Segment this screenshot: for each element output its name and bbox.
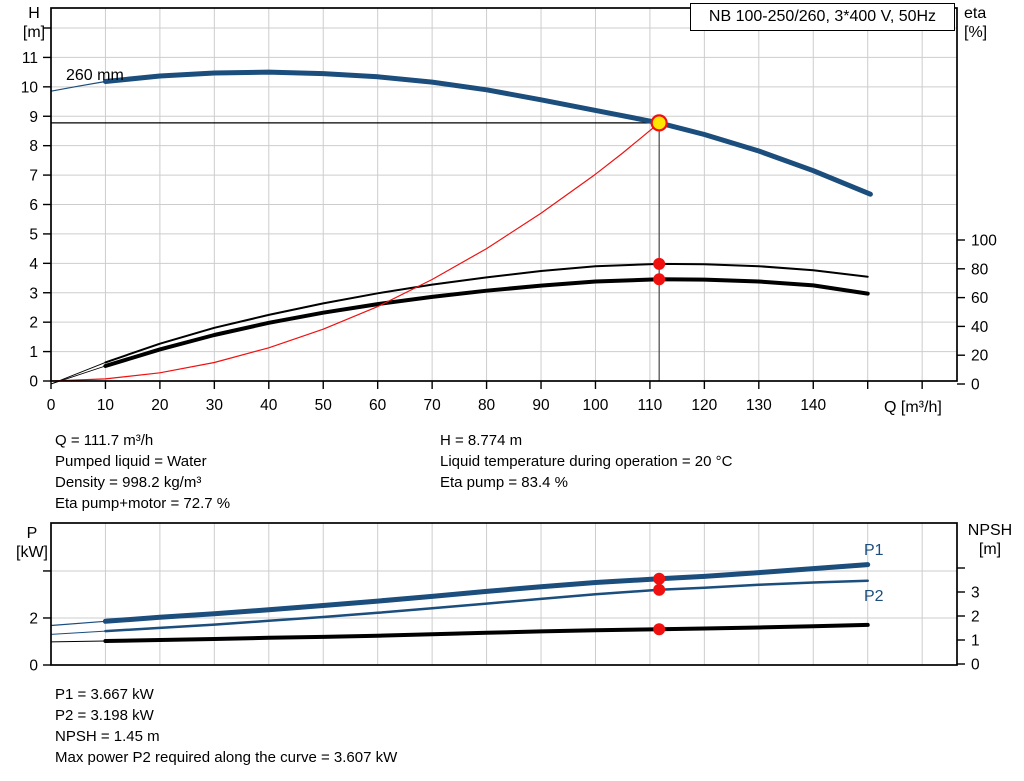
y-right-tick-label: 0 (971, 657, 980, 674)
series-p2 (104, 579, 869, 633)
annotation-line: H = 8.774 m (440, 432, 523, 449)
y-left-tick-label: 1 (29, 344, 38, 361)
y-right-tick-label: 1 (971, 633, 980, 650)
x-tick-label: 100 (583, 397, 609, 414)
annotation-line: P1 = 3.667 kW (55, 686, 154, 703)
x-tick-label: 130 (746, 397, 772, 414)
series-p2 (50, 630, 106, 635)
p2-duty-point (653, 583, 666, 596)
power-annotations: P1 = 3.667 kW P2 = 3.198 kW NPSH = 1.45 … (55, 684, 397, 768)
x-tick-label: 10 (97, 397, 115, 414)
pump-title-box: NB 100-250/260, 3*400 V, 50Hz (690, 3, 955, 31)
eta-pump-motor-point (653, 273, 666, 286)
y-left-tick-label: 2 (29, 610, 38, 627)
series-qh-curve-260-mm (102, 69, 873, 197)
duty-point (650, 114, 668, 132)
series-npsh (50, 640, 106, 643)
annotation-line: Eta pump = 83.4 % (440, 474, 568, 491)
x-tick-label: 80 (478, 397, 496, 414)
annotation-line: Eta pump+motor = 72.7 % (55, 495, 231, 512)
qh-chart: 0 10 20 30 40 50 60 70 80 90 100 110 120 130 140012345… (21, 7, 997, 414)
power-chart: 0 2 0 1 2 3 P1 P2 (29, 522, 980, 675)
gridlines (51, 523, 957, 665)
npsh-duty-point (653, 623, 666, 636)
x-tick-label: 0 (47, 397, 56, 414)
annotation-line: P2 = 3.198 kW (55, 707, 154, 724)
plot-border (50, 522, 958, 666)
pump-title: NB 100-250/260, 3*400 V, 50Hz (708, 8, 937, 25)
x-tick-label: 40 (260, 397, 278, 414)
x-tick-label: 30 (206, 397, 224, 414)
y-left-tick-label: 10 (21, 79, 39, 96)
y-left-tick-label: 9 (29, 109, 38, 126)
y-right-tick-label: 20 (971, 348, 989, 365)
series-qh-curve-260-mm (50, 80, 107, 92)
npsh-axis-label: NPSH [m] (967, 522, 1013, 558)
plot-border (50, 7, 958, 382)
y-left-tick-label: 0 (29, 658, 38, 675)
series-system-curve (50, 122, 660, 382)
y-right-tick-label: 100 (971, 233, 997, 250)
y-left-tick-label: 5 (29, 226, 38, 243)
y-right-tick-label: 2 (971, 609, 980, 626)
p1-duty-point (653, 572, 666, 585)
series-eta-pump (104, 262, 869, 364)
y-right-tick-label: 60 (971, 290, 989, 307)
annotation-line: Max power P2 required along the curve = … (55, 749, 398, 766)
y-left-tick-label: 0 (29, 374, 38, 391)
impeller-size-label: 260 mm (66, 67, 124, 84)
y-right-tick-label: 3 (971, 585, 980, 602)
series-eta-pump-motor (103, 277, 870, 368)
duty-annotations-right: H = 8.774 m Liquid temperature during op… (440, 430, 732, 493)
annotation-line: Q = 111.7 m³/h (55, 432, 154, 449)
x-tick-label: 60 (369, 397, 387, 414)
y-right-tick-label: 80 (971, 261, 989, 278)
x-tick-label: 20 (151, 397, 169, 414)
annotation-line: Liquid temperature during operation = 20… (440, 453, 733, 470)
q-axis-label: Q [m³/h] (884, 399, 942, 416)
x-tick-label: 140 (800, 397, 826, 414)
tick-labels: 0 10 20 30 40 50 60 70 80 90 100 110 120 130 140012345… (21, 27, 997, 414)
series-npsh (103, 622, 870, 643)
y-left-tick-label: 11 (22, 50, 38, 67)
y-left-tick-label: 3 (29, 285, 38, 302)
annotation-line: Pumped liquid = Water (55, 453, 207, 470)
p1-curve-label: P1 (864, 542, 884, 559)
eta-pump-point (653, 257, 666, 270)
x-tick-label: 90 (532, 397, 550, 414)
x-tick-label: 110 (638, 397, 663, 414)
p2-curve-label: P2 (864, 588, 884, 605)
annotation-line: Density = 998.2 kg/m³ (55, 474, 202, 491)
x-tick-label: 50 (315, 397, 333, 414)
p-axis-label: P [kW] (16, 525, 48, 561)
duty-annotations-left: Q = 111.7 m³/h Pumped liquid = Water Den… (55, 430, 230, 514)
y-right-tick-label: 40 (971, 319, 989, 336)
series-p1 (50, 620, 107, 627)
series-p1 (102, 562, 871, 624)
y-left-tick-label: 4 (29, 256, 38, 273)
eta-axis-label: eta [%] (964, 5, 988, 41)
y-left-tick-label: 2 (29, 315, 38, 332)
y-left-tick-label: 6 (29, 197, 38, 214)
h-axis-label: H [m] (22, 5, 46, 41)
y-left-tick-label: 7 (29, 168, 38, 185)
x-tick-label: 70 (424, 397, 442, 414)
y-left-tick-label: 8 (29, 138, 38, 155)
annotation-line: NPSH = 1.45 m (55, 728, 160, 745)
y-right-tick-label: 0 (971, 377, 980, 394)
x-tick-label: 120 (691, 397, 717, 414)
tick-labels: 0 2 0 1 2 3 (29, 567, 980, 675)
gridlines (51, 8, 957, 381)
